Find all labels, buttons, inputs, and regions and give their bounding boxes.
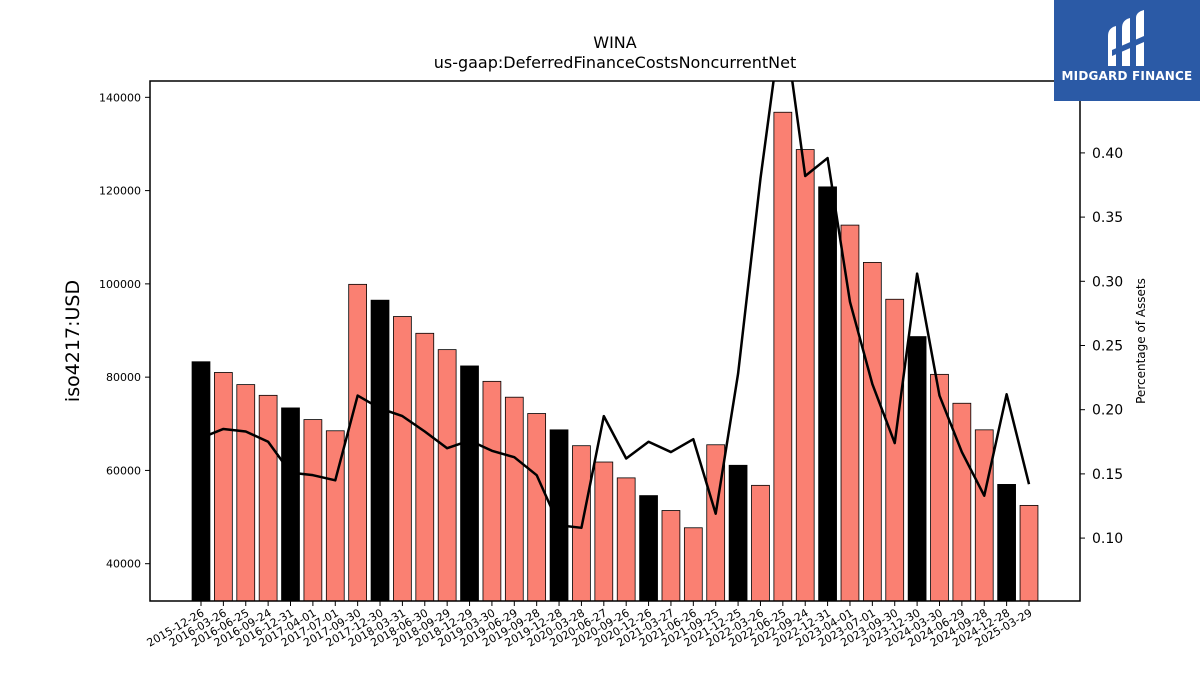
y-tick-label: 120000: [99, 185, 141, 198]
y2-axis-label: Percentage of Assets: [1134, 278, 1148, 404]
bar-2021-06-26: [683, 527, 703, 602]
bar-series: [191, 111, 1039, 602]
bar-2018-09-29: [437, 349, 457, 602]
bar-2020-12-26: [639, 495, 658, 602]
bar-2018-03-31: [393, 316, 412, 602]
bar-2020-09-26: [616, 477, 636, 602]
midgard-finance-logo: MIDGARD FINANCE: [1054, 0, 1200, 101]
bar-2022-06-25: [773, 111, 793, 602]
bar-2024-09-28: [974, 429, 994, 602]
bar-2022-12-31: [818, 186, 837, 602]
bar-2016-09-24: [258, 394, 278, 602]
percentage-of-assets-line: [200, 81, 1031, 530]
y-axis-left: 40000 60000 80000 100000 120000 140000: [99, 91, 150, 571]
bar-2019-09-28: [527, 413, 547, 602]
y-tick-label: 40000: [106, 558, 141, 571]
y2-tick-label: 0.40: [1092, 146, 1123, 162]
bar-2017-12-30: [370, 299, 390, 602]
bar-2022-03-26: [751, 484, 770, 602]
y2-tick-label: 0.10: [1092, 531, 1123, 547]
bar-2017-09-30: [348, 283, 368, 602]
bar-2018-06-30: [415, 332, 435, 602]
bar-2016-06-25: [236, 384, 256, 602]
bar-2021-12-25: [728, 464, 748, 602]
y-axis-right: 0.10 0.15 0.20 0.25 0.30 0.35 0.40: [1080, 146, 1123, 547]
bar-2020-06-27: [594, 461, 614, 602]
x-axis: 2015-12-262016-03-262016-06-252016-09-24…: [145, 601, 1035, 650]
logo-text: MIDGARD FINANCE: [1061, 69, 1193, 83]
bar-2025-03-29: [1019, 504, 1039, 602]
bar-2019-12-28: [549, 429, 569, 602]
line-series-layer: [200, 81, 1031, 530]
y-tick-label: 100000: [99, 278, 141, 291]
y2-tick-label: 0.35: [1092, 210, 1123, 226]
bar-2023-07-01: [863, 262, 882, 602]
bar-2021-03-27: [661, 510, 681, 602]
chart-subtitle: us-gaap:DeferredFinanceCostsNoncurrentNe…: [434, 53, 797, 72]
bar-2019-03-30: [482, 380, 502, 602]
plot-area-frame: [149, 80, 1081, 602]
y-tick-label: 60000: [106, 464, 141, 477]
bar-2024-12-28: [997, 484, 1016, 602]
bar-2023-09-30: [885, 298, 905, 602]
y-tick-label: 80000: [106, 371, 141, 384]
y2-tick-label: 0.15: [1092, 467, 1123, 483]
y2-tick-label: 0.25: [1092, 338, 1123, 354]
bar-2016-03-26: [214, 372, 233, 602]
bar-2023-12-30: [907, 336, 927, 602]
bar-2022-09-24: [795, 149, 815, 602]
y-tick-label: 140000: [99, 91, 141, 104]
bar-2019-06-29: [504, 396, 524, 602]
midgard-logo-icon: [1108, 10, 1144, 66]
bar-2017-04-01: [303, 419, 323, 602]
y-axis-label: iso4217:USD: [62, 280, 84, 402]
bar-2015-12-26: [191, 361, 211, 602]
y2-tick-label: 0.30: [1092, 274, 1123, 290]
chart-title: WINA: [593, 33, 637, 52]
bar-2018-12-29: [460, 365, 479, 602]
bar-2023-04-01: [840, 224, 860, 602]
y2-tick-label: 0.20: [1092, 403, 1123, 419]
bar-2016-12-31: [281, 407, 300, 602]
